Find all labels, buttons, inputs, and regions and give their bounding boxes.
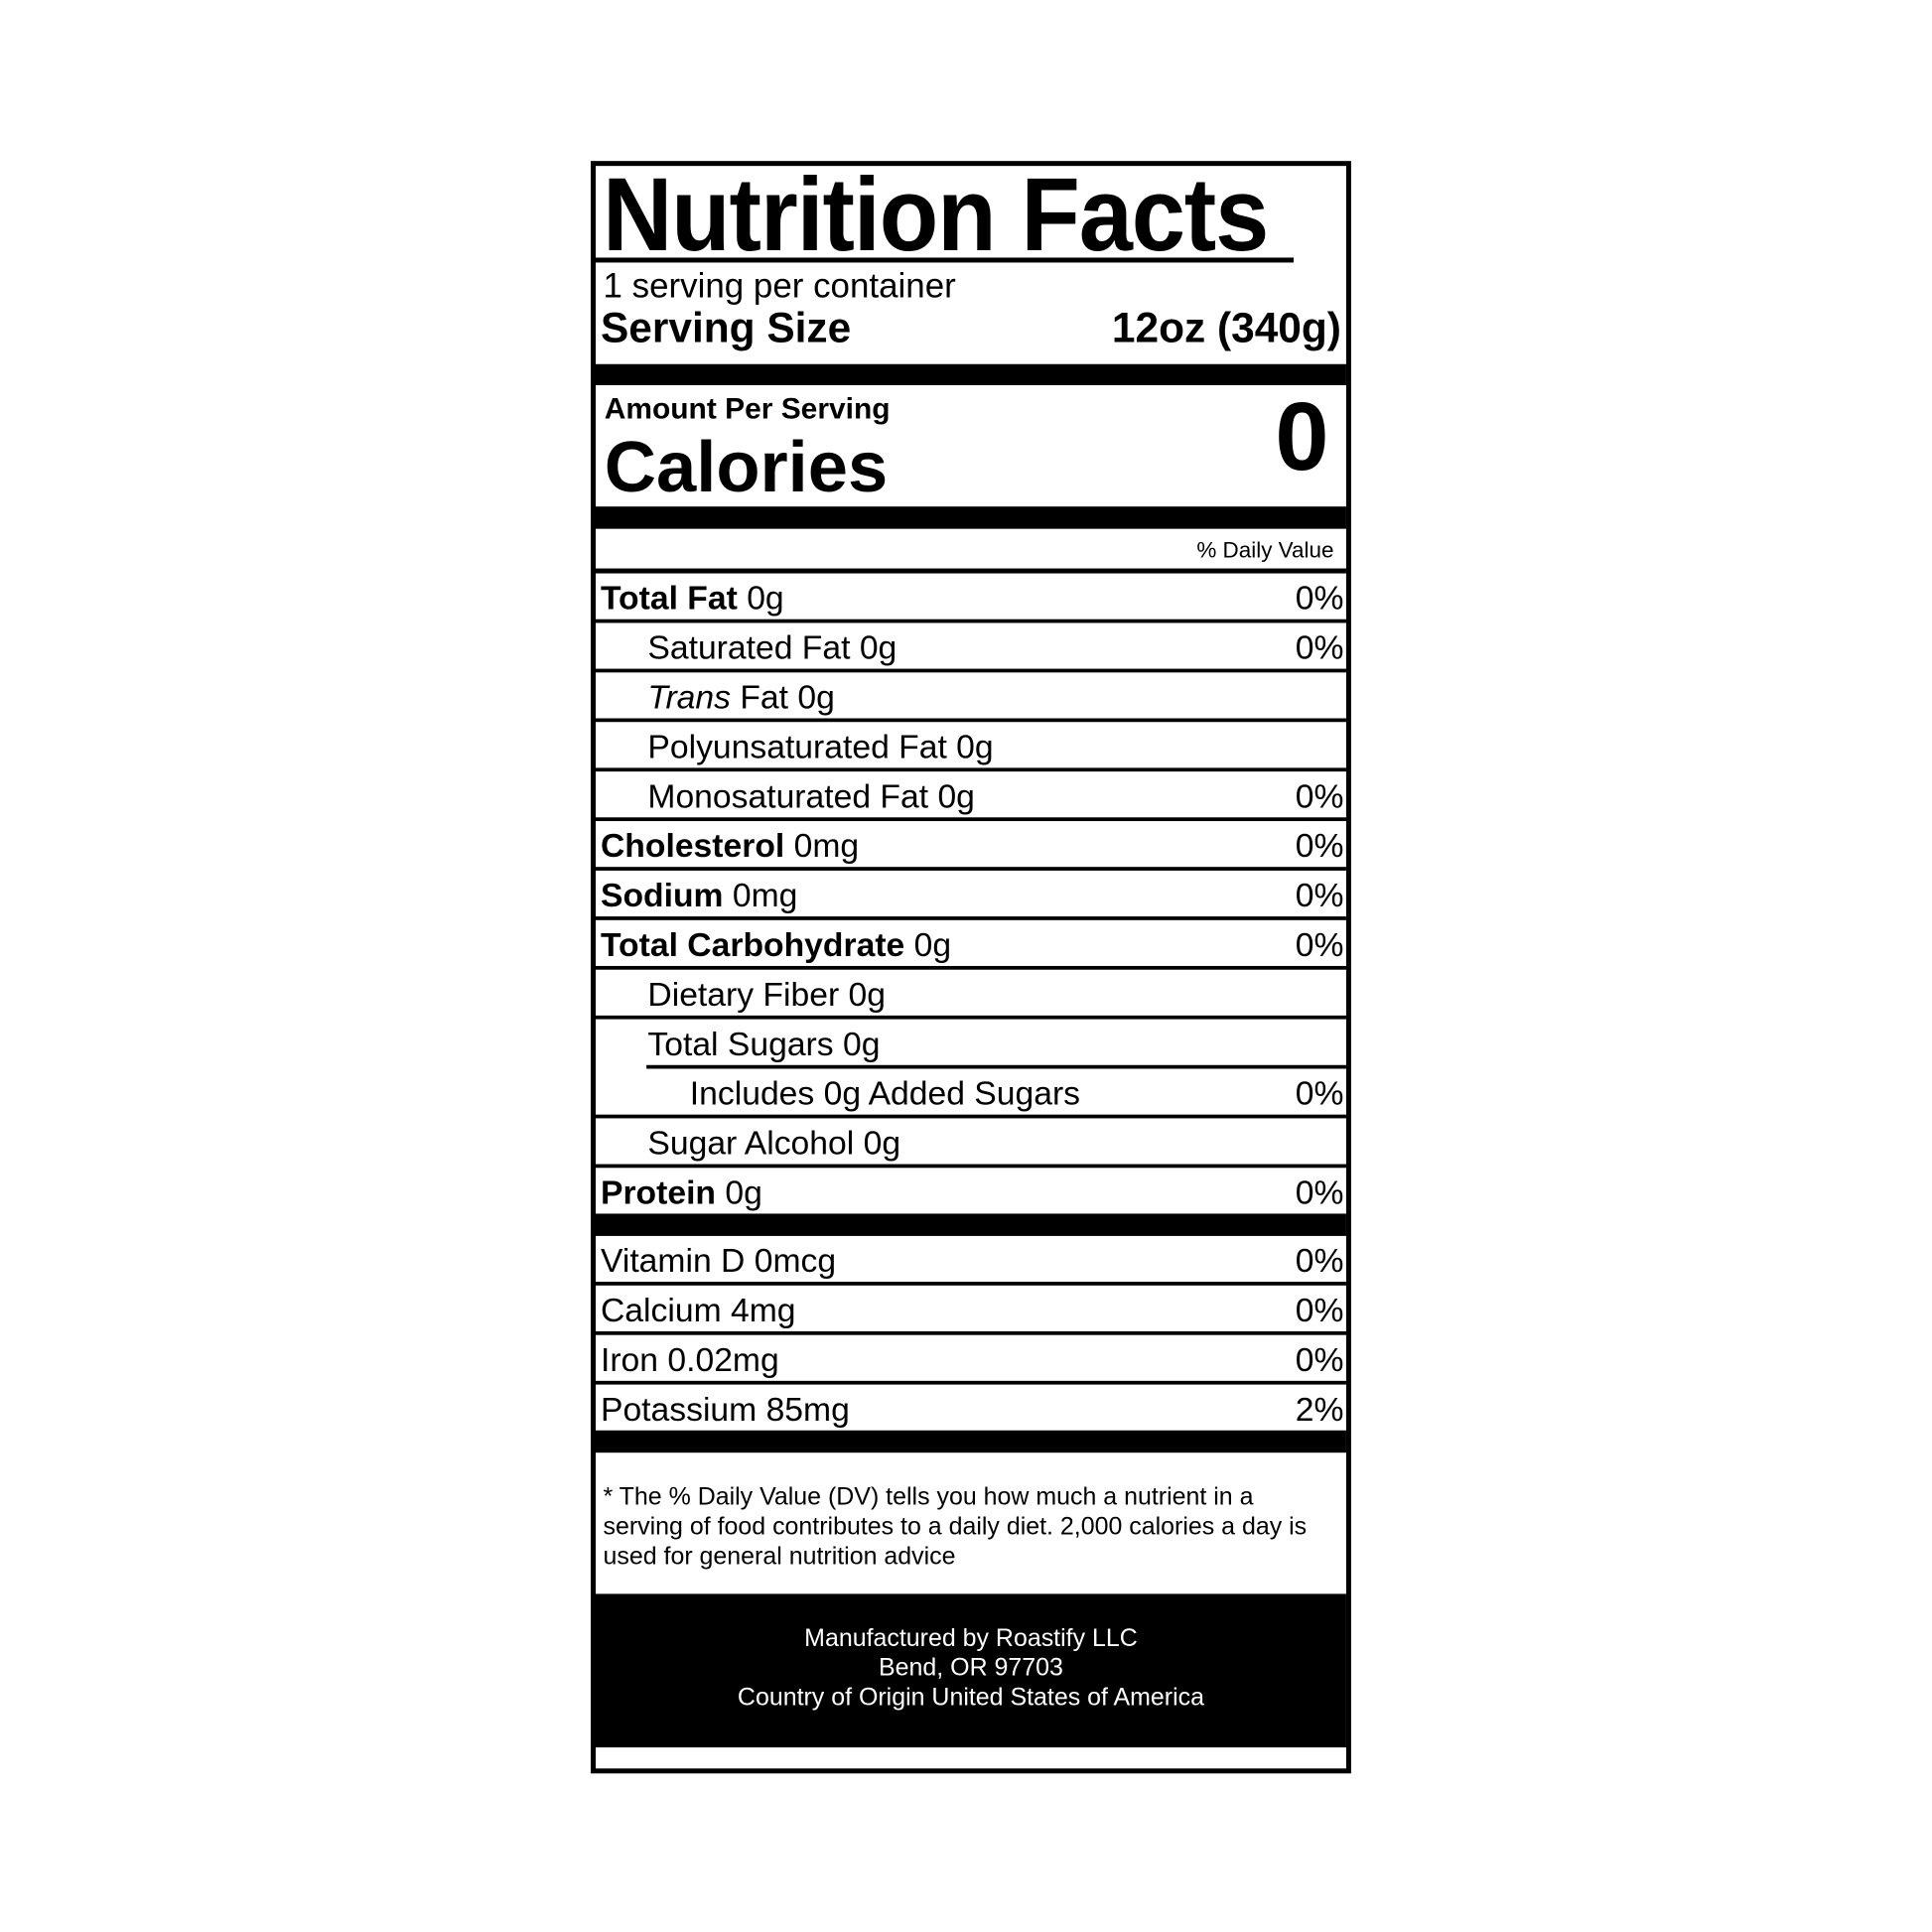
sugars-divider: [646, 1064, 1346, 1069]
calories-value: 0: [1275, 381, 1329, 490]
nutrient-row-protein: Protein 0g 0%: [596, 1168, 1346, 1213]
nutrient-amount: 0g: [747, 579, 784, 618]
vitamin-label: Calcium 4mg: [600, 1292, 796, 1329]
daily-value-header: % Daily Value: [595, 529, 1346, 574]
thick-divider: [595, 363, 1346, 385]
nutrient-row-total-carbohydrate: Total Carbohydrate 0g 0%: [595, 920, 1346, 970]
vitamin-label: Iron 0.02mg: [600, 1340, 779, 1379]
vitamin-row-potassium: Potassium 85mg 2%: [596, 1385, 1346, 1431]
manufacturer-address: Bend, OR 97703: [879, 1654, 1063, 1682]
nutrient-row-polyunsaturated-fat: Polyunsaturated Fat 0g: [595, 722, 1346, 772]
vitamin-dv: 2%: [1295, 1390, 1344, 1429]
nutrient-dv: 0%: [1295, 926, 1344, 964]
nutrient-label: Fat 0g: [730, 678, 835, 716]
manufacturer-block: Manufactured by Roastify LLC Bend, OR 97…: [595, 1593, 1346, 1748]
footnote: * The % Daily Value (DV) tells you how m…: [603, 1483, 1308, 1571]
nutrient-dv: 0%: [1295, 579, 1344, 618]
nutrient-row-sugar-alcohol: Sugar Alcohol 0g: [595, 1118, 1346, 1169]
nutrition-label: Nutrition Facts 1 serving per container …: [591, 161, 1351, 1774]
thick-divider: [595, 1213, 1346, 1236]
vitamin-dv: 0%: [1295, 1340, 1344, 1379]
nutrient-label: Total Carbohydrate: [600, 926, 905, 964]
nutrient-row-dietary-fiber: Dietary Fiber 0g: [595, 970, 1346, 1020]
nutrient-label: Monosaturated Fat 0g: [647, 777, 975, 815]
nutrient-dv: 0%: [1295, 628, 1344, 667]
serving-size-row: Serving Size 12oz (340g): [596, 300, 1346, 364]
nutrient-amount: 0g: [913, 926, 952, 964]
nutrient-row-total-fat: Total Fat 0g 0%: [595, 574, 1346, 623]
calories-row: Calories 0: [596, 387, 1346, 508]
nutrient-label: Saturated Fat 0g: [647, 628, 897, 667]
nutrient-dv: 0%: [1295, 1074, 1344, 1113]
vitamin-label: Potassium 85mg: [600, 1390, 850, 1429]
vitamin-row-calcium: Calcium 4mg 0%: [595, 1286, 1346, 1335]
vitamin-dv: 0%: [1295, 1292, 1344, 1329]
vitamin-label: Vitamin D 0mcg: [600, 1242, 837, 1280]
nutrient-label: Total Sugars 0g: [647, 1025, 881, 1063]
serving-size-label: Serving Size: [600, 304, 852, 352]
serving-size-value: 12oz (340g): [1111, 304, 1341, 352]
nutrient-row-monosaturated-fat: Monosaturated Fat 0g 0%: [595, 771, 1346, 822]
nutrient-amount: 0g: [725, 1173, 762, 1211]
nutrient-label-italic: Trans: [647, 678, 731, 716]
manufacturer-name: Manufactured by Roastify LLC: [804, 1624, 1138, 1653]
nutrient-label: Total Fat: [600, 579, 738, 618]
nutrient-row-cholesterol: Cholesterol 0mg 0%: [595, 821, 1346, 871]
nutrient-label: Sodium: [600, 877, 724, 914]
nutrient-dv: 0%: [1295, 1173, 1344, 1211]
label-title: Nutrition Facts: [595, 162, 1295, 266]
nutrient-label: Dietary Fiber 0g: [647, 975, 886, 1014]
nutrient-row-sodium: Sodium 0mg 0%: [595, 871, 1346, 920]
nutrient-row-added-sugars: Includes 0g Added Sugars 0%: [595, 1069, 1346, 1119]
vitamin-row-vitamin-d: Vitamin D 0mcg 0%: [595, 1236, 1346, 1286]
country-of-origin: Country of Origin United States of Ameri…: [737, 1684, 1204, 1712]
calories-label: Calories: [604, 427, 889, 508]
thick-divider: [595, 1430, 1346, 1453]
nutrient-row-total-sugars: Total Sugars 0g: [596, 1020, 1346, 1065]
nutrient-dv: 0%: [1295, 877, 1344, 914]
nutrient-label: Polyunsaturated Fat 0g: [647, 728, 994, 765]
nutrient-label: Protein: [600, 1173, 717, 1211]
nutrient-dv: 0%: [1295, 827, 1344, 865]
nutrient-label: Includes 0g Added Sugars: [689, 1074, 1081, 1113]
nutrient-amount: 0mg: [732, 877, 798, 914]
servings-per-container: 1 serving per container: [603, 266, 956, 305]
thick-divider: [595, 506, 1346, 529]
vitamin-dv: 0%: [1295, 1242, 1344, 1280]
nutrient-label: Sugar Alcohol 0g: [647, 1124, 901, 1163]
nutrient-label: Cholesterol: [600, 827, 785, 865]
vitamin-row-iron: Iron 0.02mg 0%: [595, 1335, 1346, 1385]
nutrient-dv: 0%: [1295, 777, 1344, 815]
nutrient-row-trans-fat: Trans Fat 0g: [595, 672, 1346, 723]
nutrient-amount: 0mg: [793, 827, 860, 865]
amount-per-serving: Amount Per Serving: [604, 392, 891, 427]
nutrient-row-saturated-fat: Saturated Fat 0g 0%: [595, 622, 1346, 673]
